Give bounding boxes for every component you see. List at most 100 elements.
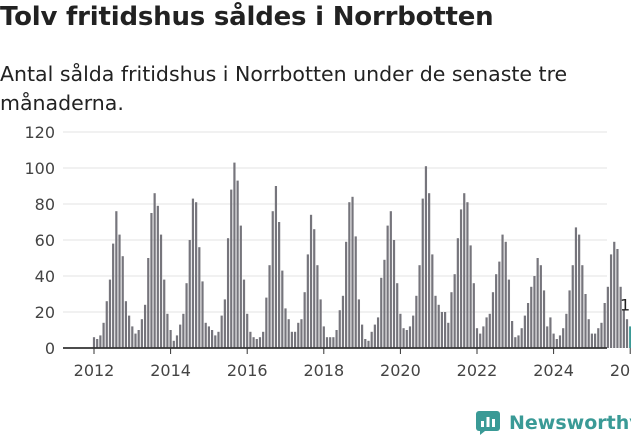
bar [412,315,415,348]
x-tick-label: 2024 [533,361,574,380]
bar [520,328,523,348]
bar [558,335,562,348]
x-tick-label: 2020 [380,361,421,380]
bar [147,258,150,348]
bar [507,279,511,348]
bar [526,303,530,348]
bar [179,324,182,348]
bar [625,319,629,348]
bar [214,335,217,348]
bar [504,241,507,348]
bar [616,249,619,348]
bar [300,319,303,348]
y-tick-label: 20 [35,303,55,322]
y-tick-label: 60 [35,231,55,250]
bar [246,313,249,348]
bar [102,322,105,348]
bar [399,313,402,348]
bar [590,333,594,348]
bar [386,225,389,348]
bar [408,326,412,348]
bar [578,234,581,348]
bar [501,234,504,348]
bar [514,337,517,348]
bar [491,292,495,348]
bar [166,313,169,348]
bar [118,234,121,348]
bar [297,322,300,348]
bar [517,335,520,348]
bar [440,312,443,348]
bar [115,211,118,348]
bar [361,324,364,348]
bar [204,322,207,348]
bar [332,337,335,348]
bar [201,281,204,348]
bar [322,326,325,348]
bar [431,254,434,348]
bar [479,333,482,348]
bar [530,286,533,348]
bar [121,256,124,348]
bar [134,333,137,348]
bar [252,337,255,348]
bar [475,328,479,348]
newsworthy-logo: Newsworthy [476,408,631,438]
bar [373,324,376,348]
bar [351,196,354,348]
bar [466,202,469,348]
bar [303,292,306,348]
bar [533,276,536,348]
bar [392,240,396,348]
bar [92,337,96,348]
last-value-label: 12 [620,295,631,314]
bar [172,340,175,348]
bars [92,162,631,348]
bar [453,274,456,348]
x-tick-label: 2018 [303,361,344,380]
bar [511,321,514,348]
bar [143,304,147,348]
bar [329,337,332,348]
bar [182,313,185,348]
y-tick-label: 100 [24,159,55,178]
bar [396,283,399,348]
bar [290,331,293,348]
bar [542,290,546,348]
bar [198,247,201,348]
bar [619,286,622,348]
bar [169,330,172,348]
bar [383,259,386,348]
bar [313,229,316,348]
bar [188,240,191,348]
bar [364,339,367,348]
bar [105,301,108,348]
bar [606,286,609,348]
bar [568,290,571,348]
bar [428,193,431,348]
bar [278,222,281,348]
newsworthy-logo-icon [476,411,500,435]
bar [284,308,287,348]
bar [434,295,437,348]
bar [99,335,102,348]
bar [450,292,453,348]
bar [459,209,463,348]
bar [482,326,485,348]
bar [249,331,252,348]
bar [600,322,603,348]
bar [150,213,153,348]
x-tick-label: 2016 [227,361,268,380]
bar [195,202,198,348]
bar [239,225,242,348]
bar [220,315,223,348]
bar [389,211,392,348]
bar [210,330,214,348]
bar [316,265,319,348]
bar [443,312,447,348]
y-tick-label: 0 [45,339,55,358]
bar [341,295,345,348]
bar [262,331,265,348]
bar [287,319,290,348]
chart-title: Tolv fritidshus såldes i Norrbotten [0,2,494,32]
